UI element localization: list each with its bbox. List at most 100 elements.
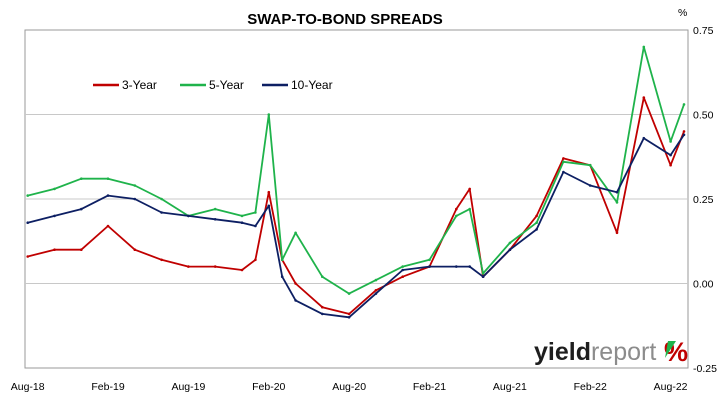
data-point-5-year (669, 140, 672, 143)
data-point-10-year (347, 316, 351, 319)
data-point-5-year (374, 278, 378, 282)
series-lines (26, 45, 686, 319)
data-point-3-year (133, 248, 137, 251)
y-tick-label: 0.50 (693, 110, 714, 122)
data-point-3-year (669, 163, 672, 167)
y-tick-label: -0.25 (693, 363, 717, 375)
legend-label-5-year: 5-Year (209, 78, 244, 92)
data-point-5-year (254, 211, 257, 214)
data-point-3-year (321, 305, 324, 309)
data-point-5-year (240, 214, 244, 218)
x-tick-label: Aug-20 (332, 381, 366, 393)
data-point-3-year (455, 207, 458, 211)
data-point-5-year (682, 103, 686, 106)
data-point-5-year (280, 258, 284, 262)
data-point-5-year (26, 194, 30, 197)
data-point-5-year (401, 265, 405, 268)
data-point-5-year (562, 160, 565, 164)
data-point-10-year (535, 228, 538, 231)
data-point-5-year (347, 292, 351, 295)
legend-label-10-year: 10-Year (291, 78, 333, 92)
data-point-10-year (669, 153, 672, 157)
legend-label-3-year: 3-Year (122, 78, 157, 92)
data-point-10-year (213, 218, 217, 221)
x-axis-ticks: Aug-18 Feb-19 Aug-19 Feb-20 Aug-20 Feb-21 Aug-… (11, 381, 688, 393)
data-point-5-year (615, 201, 619, 204)
data-point-10-year (508, 248, 512, 251)
data-point-10-year (133, 197, 137, 201)
data-point-5-year (160, 197, 163, 201)
data-point-3-year (642, 96, 646, 99)
data-point-3-year (187, 265, 190, 268)
x-tick-label: Aug-22 (654, 381, 688, 393)
data-point-3-year (240, 268, 244, 272)
x-tick-label: Feb-19 (91, 381, 124, 393)
y-tick-label: 0.00 (693, 279, 714, 291)
data-point-10-year (240, 221, 244, 224)
data-point-5-year (535, 221, 538, 224)
data-point-5-year (508, 241, 512, 245)
data-point-10-year (455, 265, 458, 268)
chart-title: SWAP-TO-BOND SPREADS (247, 11, 443, 28)
data-point-5-year (642, 45, 646, 49)
yieldreport-logo: yieldreport % (534, 337, 688, 367)
legend: 3-Year 5-Year 10-Year (93, 78, 333, 92)
data-point-10-year (26, 221, 30, 224)
data-point-3-year (106, 224, 110, 228)
x-tick-label: Feb-22 (574, 381, 607, 393)
data-point-3-year (401, 275, 405, 279)
data-point-10-year (160, 211, 163, 214)
data-point-3-year (615, 231, 619, 235)
data-point-5-year (468, 207, 472, 211)
data-point-5-year (213, 207, 217, 211)
data-point-3-year (468, 187, 472, 191)
data-point-10-year (682, 133, 686, 137)
data-point-3-year (53, 248, 56, 251)
logo-percent-accent (665, 341, 676, 358)
data-point-10-year (615, 190, 619, 194)
data-point-5-year (321, 275, 324, 279)
data-point-3-year (80, 248, 83, 251)
data-point-10-year (280, 275, 284, 279)
data-point-10-year (588, 184, 592, 187)
data-point-10-year (106, 194, 110, 197)
data-point-5-year (588, 163, 592, 167)
data-point-5-year (481, 272, 485, 275)
data-point-3-year (254, 258, 257, 262)
data-point-5-year (267, 113, 271, 116)
data-point-5-year (80, 177, 83, 180)
data-point-3-year (294, 282, 297, 285)
data-point-10-year (468, 265, 472, 268)
y-axis-unit: % (678, 7, 687, 19)
data-point-5-year (455, 214, 458, 218)
data-point-10-year (642, 136, 646, 140)
data-point-10-year (80, 207, 83, 211)
data-point-10-year (254, 224, 257, 228)
data-point-10-year (294, 299, 297, 302)
data-point-5-year (133, 184, 137, 187)
data-point-3-year (213, 265, 217, 268)
x-tick-label: Aug-18 (11, 381, 45, 393)
data-point-10-year (481, 275, 485, 279)
data-point-5-year (428, 258, 431, 262)
data-point-10-year (321, 312, 324, 316)
data-point-10-year (267, 204, 271, 208)
data-point-3-year (347, 312, 351, 316)
svg-text:yieldreport: yieldreport (534, 338, 656, 366)
data-point-5-year (294, 231, 297, 235)
data-point-3-year (562, 157, 565, 160)
y-tick-label: 0.25 (693, 194, 714, 206)
x-tick-label: Feb-21 (413, 381, 446, 393)
data-point-3-year (535, 214, 538, 218)
y-axis-ticks: 0.75 0.50 0.25 0.00 -0.25 (693, 25, 717, 375)
data-point-3-year (374, 289, 378, 292)
data-point-10-year (562, 170, 565, 174)
logo-word-bold: yield (534, 338, 591, 366)
x-tick-label: Feb-20 (252, 381, 285, 393)
data-point-3-year (267, 190, 271, 194)
data-point-3-year (682, 130, 686, 133)
x-tick-label: Aug-19 (171, 381, 205, 393)
data-point-10-year (374, 292, 378, 295)
data-point-5-year (106, 177, 110, 180)
